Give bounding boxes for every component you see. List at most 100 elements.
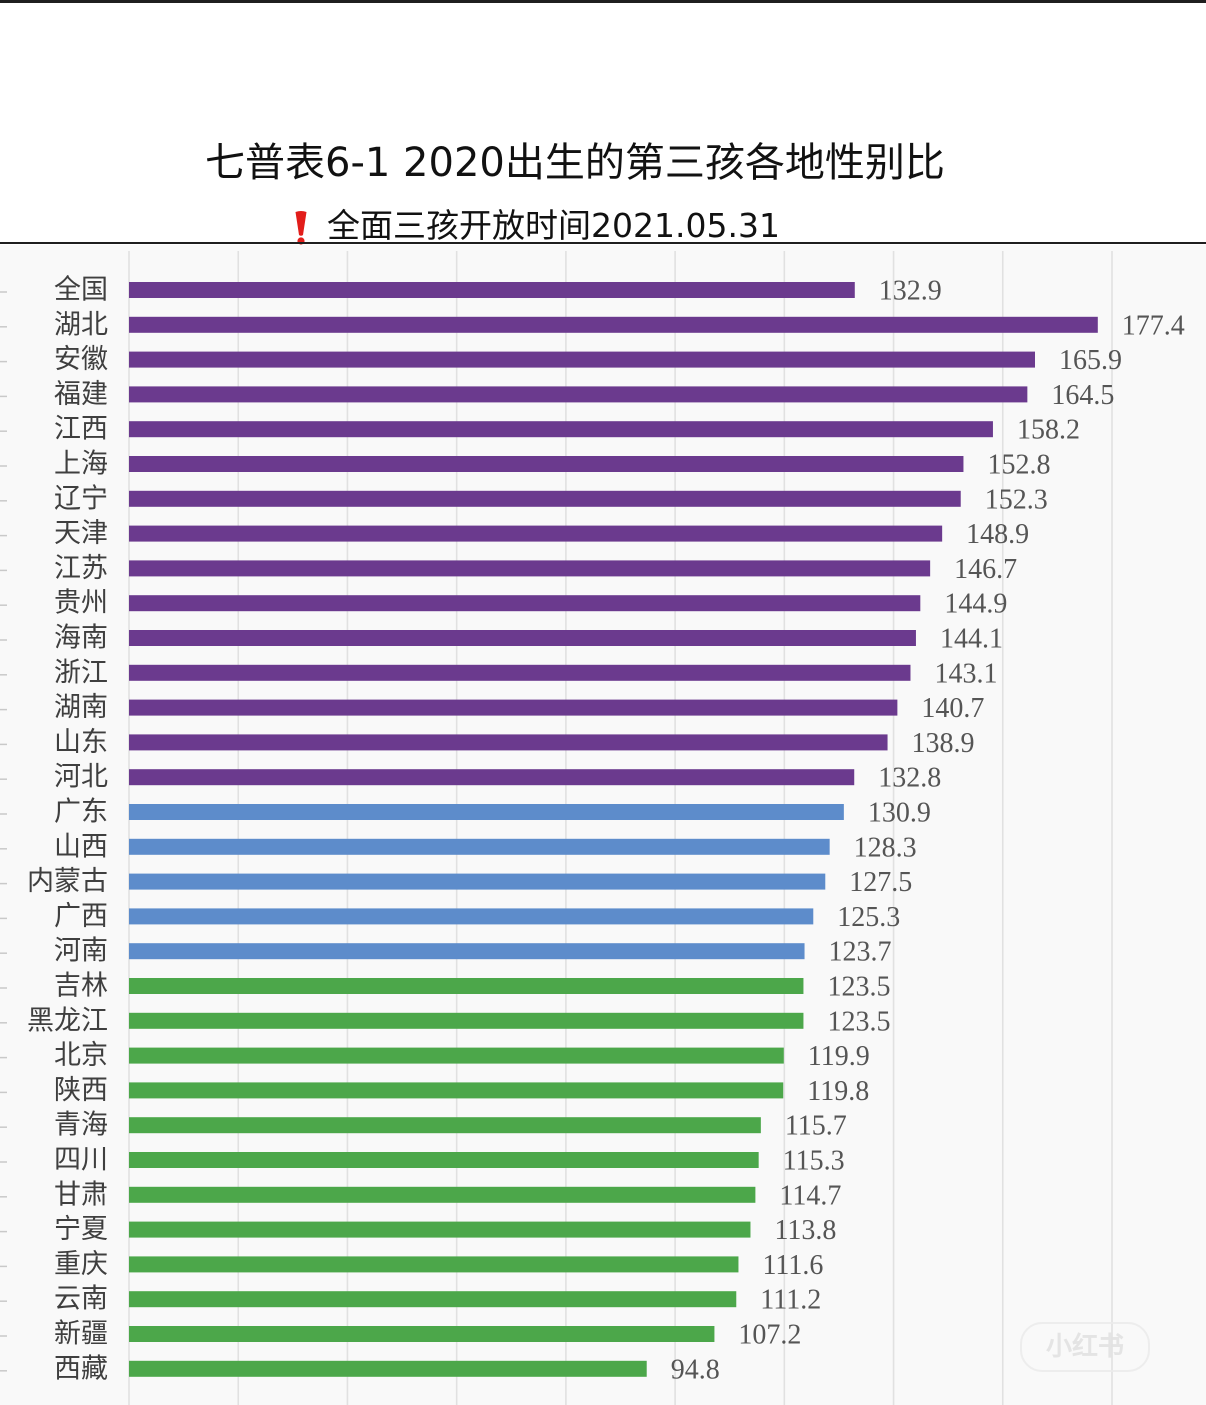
category-label: 山东	[54, 727, 108, 758]
value-label: 114.7	[779, 1180, 841, 1211]
category-label: 贵州	[54, 588, 108, 619]
category-label: 北京	[54, 1040, 108, 1071]
category-label: 河北	[54, 762, 108, 793]
value-label: 144.9	[944, 589, 1007, 620]
value-label: 123.5	[827, 972, 890, 1003]
bar-5	[129, 456, 964, 472]
top-border	[0, 0, 1206, 3]
category-label: 辽宁	[54, 483, 108, 514]
value-label: 111.6	[762, 1250, 823, 1281]
category-label: 云南	[54, 1284, 108, 1315]
value-label: 158.2	[1017, 415, 1080, 446]
bar-22	[129, 1047, 784, 1064]
chart-subtitle: 全面三孩开放时间2021.05.31	[327, 206, 780, 245]
header-rule	[0, 242, 1206, 244]
category-label: 甘肃	[54, 1179, 108, 1210]
category-label: 海南	[54, 623, 108, 654]
value-label: 130.9	[868, 798, 931, 829]
bar-29	[129, 1291, 737, 1308]
bar-2	[129, 351, 1035, 368]
category-label: 宁夏	[54, 1214, 108, 1245]
bar-7	[129, 525, 943, 542]
category-label: 四川	[54, 1145, 108, 1176]
bar-30	[129, 1326, 715, 1342]
category-label: 河南	[54, 936, 108, 967]
bar-8	[129, 560, 931, 577]
bar-14	[129, 769, 855, 786]
bar-26	[129, 1186, 756, 1203]
value-label: 146.7	[954, 554, 1017, 585]
bar-23	[129, 1082, 784, 1099]
category-label: 山西	[54, 831, 108, 862]
bar-15	[129, 804, 844, 820]
bar-17	[129, 873, 826, 890]
category-label: 新疆	[54, 1319, 108, 1350]
category-label: 全国	[54, 275, 108, 306]
grid-layer	[128, 251, 1113, 1405]
category-label: 江苏	[54, 553, 108, 584]
category-label: 西藏	[54, 1353, 108, 1384]
value-label: 152.3	[985, 484, 1048, 515]
value-label: 144.1	[940, 624, 1003, 655]
category-label: 湖北	[54, 309, 108, 340]
bar-13	[129, 734, 888, 751]
bar-10	[129, 630, 916, 646]
value-label: 94.8	[671, 1354, 720, 1385]
category-label: 天津	[54, 518, 108, 549]
value-label: 165.9	[1059, 345, 1122, 376]
bar-21	[129, 1012, 804, 1029]
value-label: 127.5	[849, 867, 912, 898]
value-label: 107.2	[738, 1320, 801, 1351]
value-label: 119.9	[808, 1041, 870, 1072]
bar-12	[129, 699, 898, 716]
bar-0	[129, 282, 855, 298]
value-label: 115.7	[785, 1111, 847, 1142]
value-label: 140.7	[921, 693, 984, 724]
red-exclamation-icon	[295, 211, 307, 245]
bar-20	[129, 978, 804, 994]
category-label: 安徽	[54, 344, 108, 375]
value-label: 148.9	[966, 519, 1029, 550]
value-label: 164.5	[1051, 380, 1114, 411]
value-label: 132.8	[878, 763, 941, 794]
bar-16	[129, 838, 830, 855]
bar-9	[129, 595, 921, 612]
value-label: 119.8	[807, 1076, 869, 1107]
bar-4	[129, 421, 993, 438]
bar-18	[129, 908, 814, 925]
bar-25	[129, 1152, 759, 1168]
value-label: 115.3	[783, 1146, 845, 1177]
category-label: 陕西	[54, 1075, 108, 1106]
category-label: 黑龙江	[27, 1005, 108, 1036]
category-label: 广东	[54, 797, 108, 828]
chart-area: 全国 132.9 湖北 177.4 安徽 165.9 福建 164.5 江西 158.2 上海 152…	[0, 245, 1206, 1405]
value-label: 138.9	[912, 728, 975, 759]
value-label: 128.3	[854, 832, 917, 863]
category-label: 福建	[54, 379, 108, 410]
category-label: 重庆	[54, 1249, 108, 1280]
bar-6	[129, 490, 961, 507]
category-label: 浙江	[54, 657, 108, 688]
left-tick-layer	[0, 291, 7, 1372]
bar-11	[129, 664, 911, 681]
value-label: 132.9	[879, 276, 942, 307]
category-label: 内蒙古	[27, 866, 108, 897]
bar-1	[129, 316, 1098, 333]
value-label: 177.4	[1122, 310, 1185, 341]
bar-chart: 全国 132.9 湖北 177.4 安徽 165.9 福建 164.5 江西 158.2 上海 152…	[0, 251, 1185, 1405]
category-label: 吉林	[54, 971, 108, 1002]
bar-31	[129, 1360, 647, 1377]
value-label: 143.1	[934, 658, 997, 689]
category-label: 青海	[54, 1110, 108, 1141]
bar-19	[129, 943, 805, 960]
category-label: 上海	[54, 449, 108, 480]
value-label: 123.5	[827, 1006, 890, 1037]
category-label: 湖南	[54, 692, 108, 723]
bar-layer	[129, 282, 1098, 1377]
category-label: 广西	[54, 901, 108, 932]
value-label: 152.8	[987, 450, 1050, 481]
bar-3	[129, 386, 1028, 403]
value-label: 123.7	[829, 937, 892, 968]
chart-title: 七普表6-1 2020出生的第三孩各地性别比	[205, 140, 945, 186]
bar-24	[129, 1117, 761, 1134]
